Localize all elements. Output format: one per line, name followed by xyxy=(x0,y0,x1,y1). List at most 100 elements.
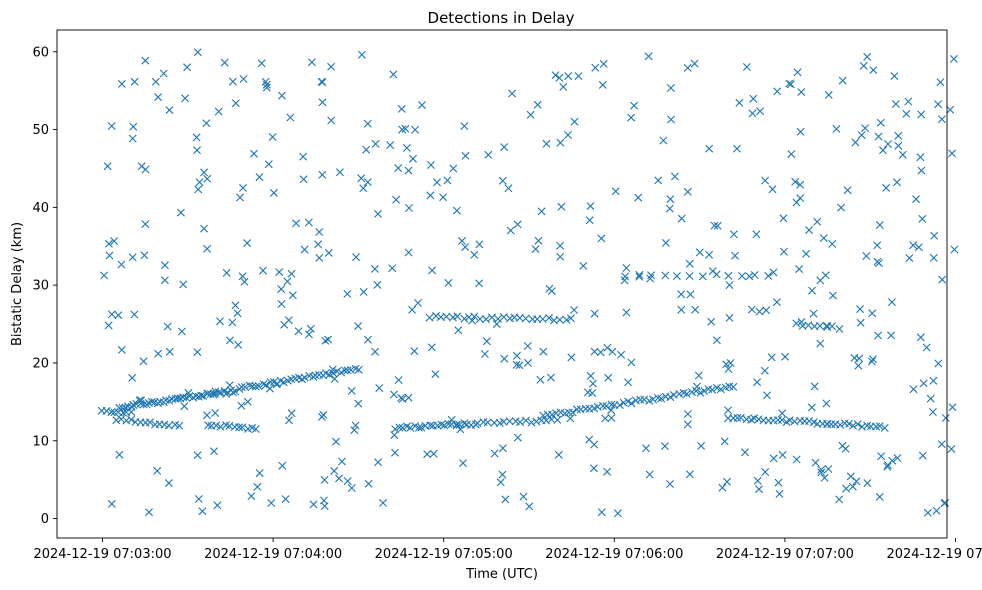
detection-point xyxy=(556,241,565,250)
detection-point xyxy=(490,449,499,458)
detection-point xyxy=(103,162,112,171)
detection-point xyxy=(677,214,686,223)
detection-point xyxy=(545,313,553,322)
detection-point xyxy=(661,271,670,280)
detection-point xyxy=(635,270,644,279)
detection-point xyxy=(760,366,769,375)
detection-point xyxy=(425,313,434,322)
detection-point xyxy=(874,259,883,268)
detection-point xyxy=(795,265,804,274)
detection-point xyxy=(261,381,270,390)
detection-point xyxy=(817,468,826,477)
detection-point xyxy=(566,314,575,323)
detection-point xyxy=(665,204,674,213)
detection-point xyxy=(564,131,572,139)
detection-point xyxy=(941,414,950,422)
detection-point xyxy=(154,93,163,102)
detection-point xyxy=(427,161,435,169)
detection-point xyxy=(512,351,521,360)
detection-point xyxy=(248,382,257,391)
detection-point xyxy=(938,275,947,284)
detection-point xyxy=(630,101,639,110)
detection-point xyxy=(318,98,327,107)
detection-point xyxy=(772,298,781,307)
detection-point xyxy=(670,172,679,181)
detection-point xyxy=(713,221,722,230)
detection-point xyxy=(318,170,327,179)
detection-point xyxy=(792,319,801,328)
detection-point xyxy=(879,146,887,155)
detection-point xyxy=(533,100,542,109)
detection-point xyxy=(588,389,597,398)
detection-point xyxy=(483,418,492,427)
detection-point xyxy=(589,464,598,473)
detection-point xyxy=(912,195,921,204)
detection-point xyxy=(914,243,923,252)
detection-point xyxy=(685,470,694,479)
detection-point xyxy=(128,134,137,143)
detection-point xyxy=(452,421,461,430)
detection-point xyxy=(235,423,244,432)
detection-point xyxy=(519,492,528,501)
detection-point xyxy=(521,314,530,323)
detection-point xyxy=(786,80,795,89)
detection-point xyxy=(725,281,734,290)
detection-point xyxy=(351,421,360,430)
y-tick-label: 0 xyxy=(41,512,49,527)
x-tick-label: 2024-12-19 07:03:00 xyxy=(33,547,171,562)
detection-point xyxy=(233,309,242,318)
detection-point xyxy=(386,141,395,150)
y-axis: 0 10 20 30 40 50 60 xyxy=(32,45,57,527)
detection-point xyxy=(775,489,784,498)
detection-point xyxy=(835,495,844,504)
detection-point xyxy=(615,401,624,410)
detection-point xyxy=(917,166,926,175)
detection-point xyxy=(240,277,249,286)
detection-point xyxy=(193,48,202,57)
detection-point xyxy=(591,63,600,72)
detection-point xyxy=(374,458,383,467)
detection-point xyxy=(890,72,899,81)
detection-point xyxy=(496,478,505,487)
x-axis: 2024-12-19 07:03:00 2024-12-19 07:04:00 20… xyxy=(33,538,982,562)
detection-point xyxy=(556,252,565,261)
detection-point xyxy=(220,58,229,67)
detection-point xyxy=(259,266,267,275)
detection-point xyxy=(820,473,829,482)
detection-point xyxy=(402,143,411,152)
detection-point xyxy=(791,177,800,186)
detection-point xyxy=(107,310,116,319)
detection-point xyxy=(736,413,745,422)
detection-point xyxy=(330,466,339,475)
detection-point xyxy=(261,77,270,86)
detection-point xyxy=(694,371,703,380)
detection-point xyxy=(179,393,187,402)
detection-point xyxy=(245,381,254,390)
detection-point xyxy=(754,415,763,424)
detection-point xyxy=(480,350,489,358)
detection-point xyxy=(909,241,918,250)
detection-point xyxy=(117,345,126,354)
detection-point xyxy=(869,66,878,75)
detection-point xyxy=(204,421,213,430)
detection-point xyxy=(779,247,788,256)
detection-point xyxy=(439,193,448,202)
detection-point xyxy=(146,418,154,427)
detection-point xyxy=(682,389,691,398)
detection-point xyxy=(513,433,522,442)
detection-point xyxy=(153,466,162,475)
detection-point xyxy=(832,124,841,133)
detection-point xyxy=(307,58,316,67)
detection-point xyxy=(774,478,783,487)
detection-point xyxy=(724,406,733,415)
detection-point xyxy=(328,365,337,374)
detection-point xyxy=(603,343,612,352)
detection-point xyxy=(611,187,620,196)
detection-point xyxy=(283,277,292,286)
detection-point xyxy=(160,261,169,270)
detection-point xyxy=(917,110,926,119)
detection-point xyxy=(275,268,284,277)
detection-point xyxy=(525,502,534,511)
detection-point xyxy=(785,79,794,88)
detection-point xyxy=(264,160,273,169)
